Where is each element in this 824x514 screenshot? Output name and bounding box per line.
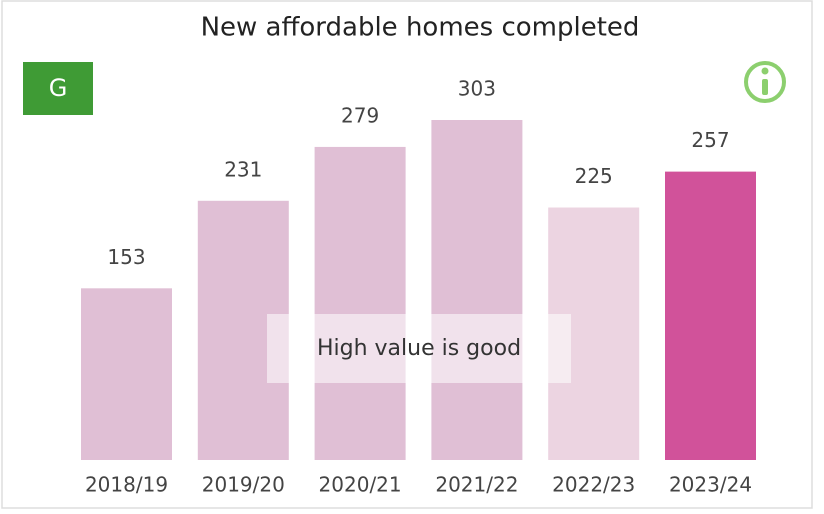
value-label: 231 <box>224 157 262 181</box>
bar <box>431 120 523 460</box>
value-label: 257 <box>691 128 729 152</box>
value-label: 279 <box>341 103 379 127</box>
x-tick-label: 2020/21 <box>319 473 402 497</box>
annotation: High value is good <box>317 336 521 361</box>
annotation-box <box>267 314 571 383</box>
x-tick-label: 2021/22 <box>435 473 518 497</box>
value-label: 225 <box>575 164 613 188</box>
bar <box>314 146 406 460</box>
x-tick-label: 2023/24 <box>669 473 752 497</box>
value-label: 153 <box>107 245 145 269</box>
chart-title: New affordable homes completed <box>201 13 640 43</box>
value-label: 303 <box>458 77 496 101</box>
x-tick-label: 2022/23 <box>552 473 635 497</box>
badge <box>23 62 93 115</box>
bar <box>81 288 172 460</box>
info-icon[interactable] <box>744 61 786 103</box>
x-tick-label: 2018/19 <box>85 473 168 497</box>
x-tick-label: 2019/20 <box>202 473 285 497</box>
bar <box>665 171 756 460</box>
badge-label: G <box>49 74 68 102</box>
